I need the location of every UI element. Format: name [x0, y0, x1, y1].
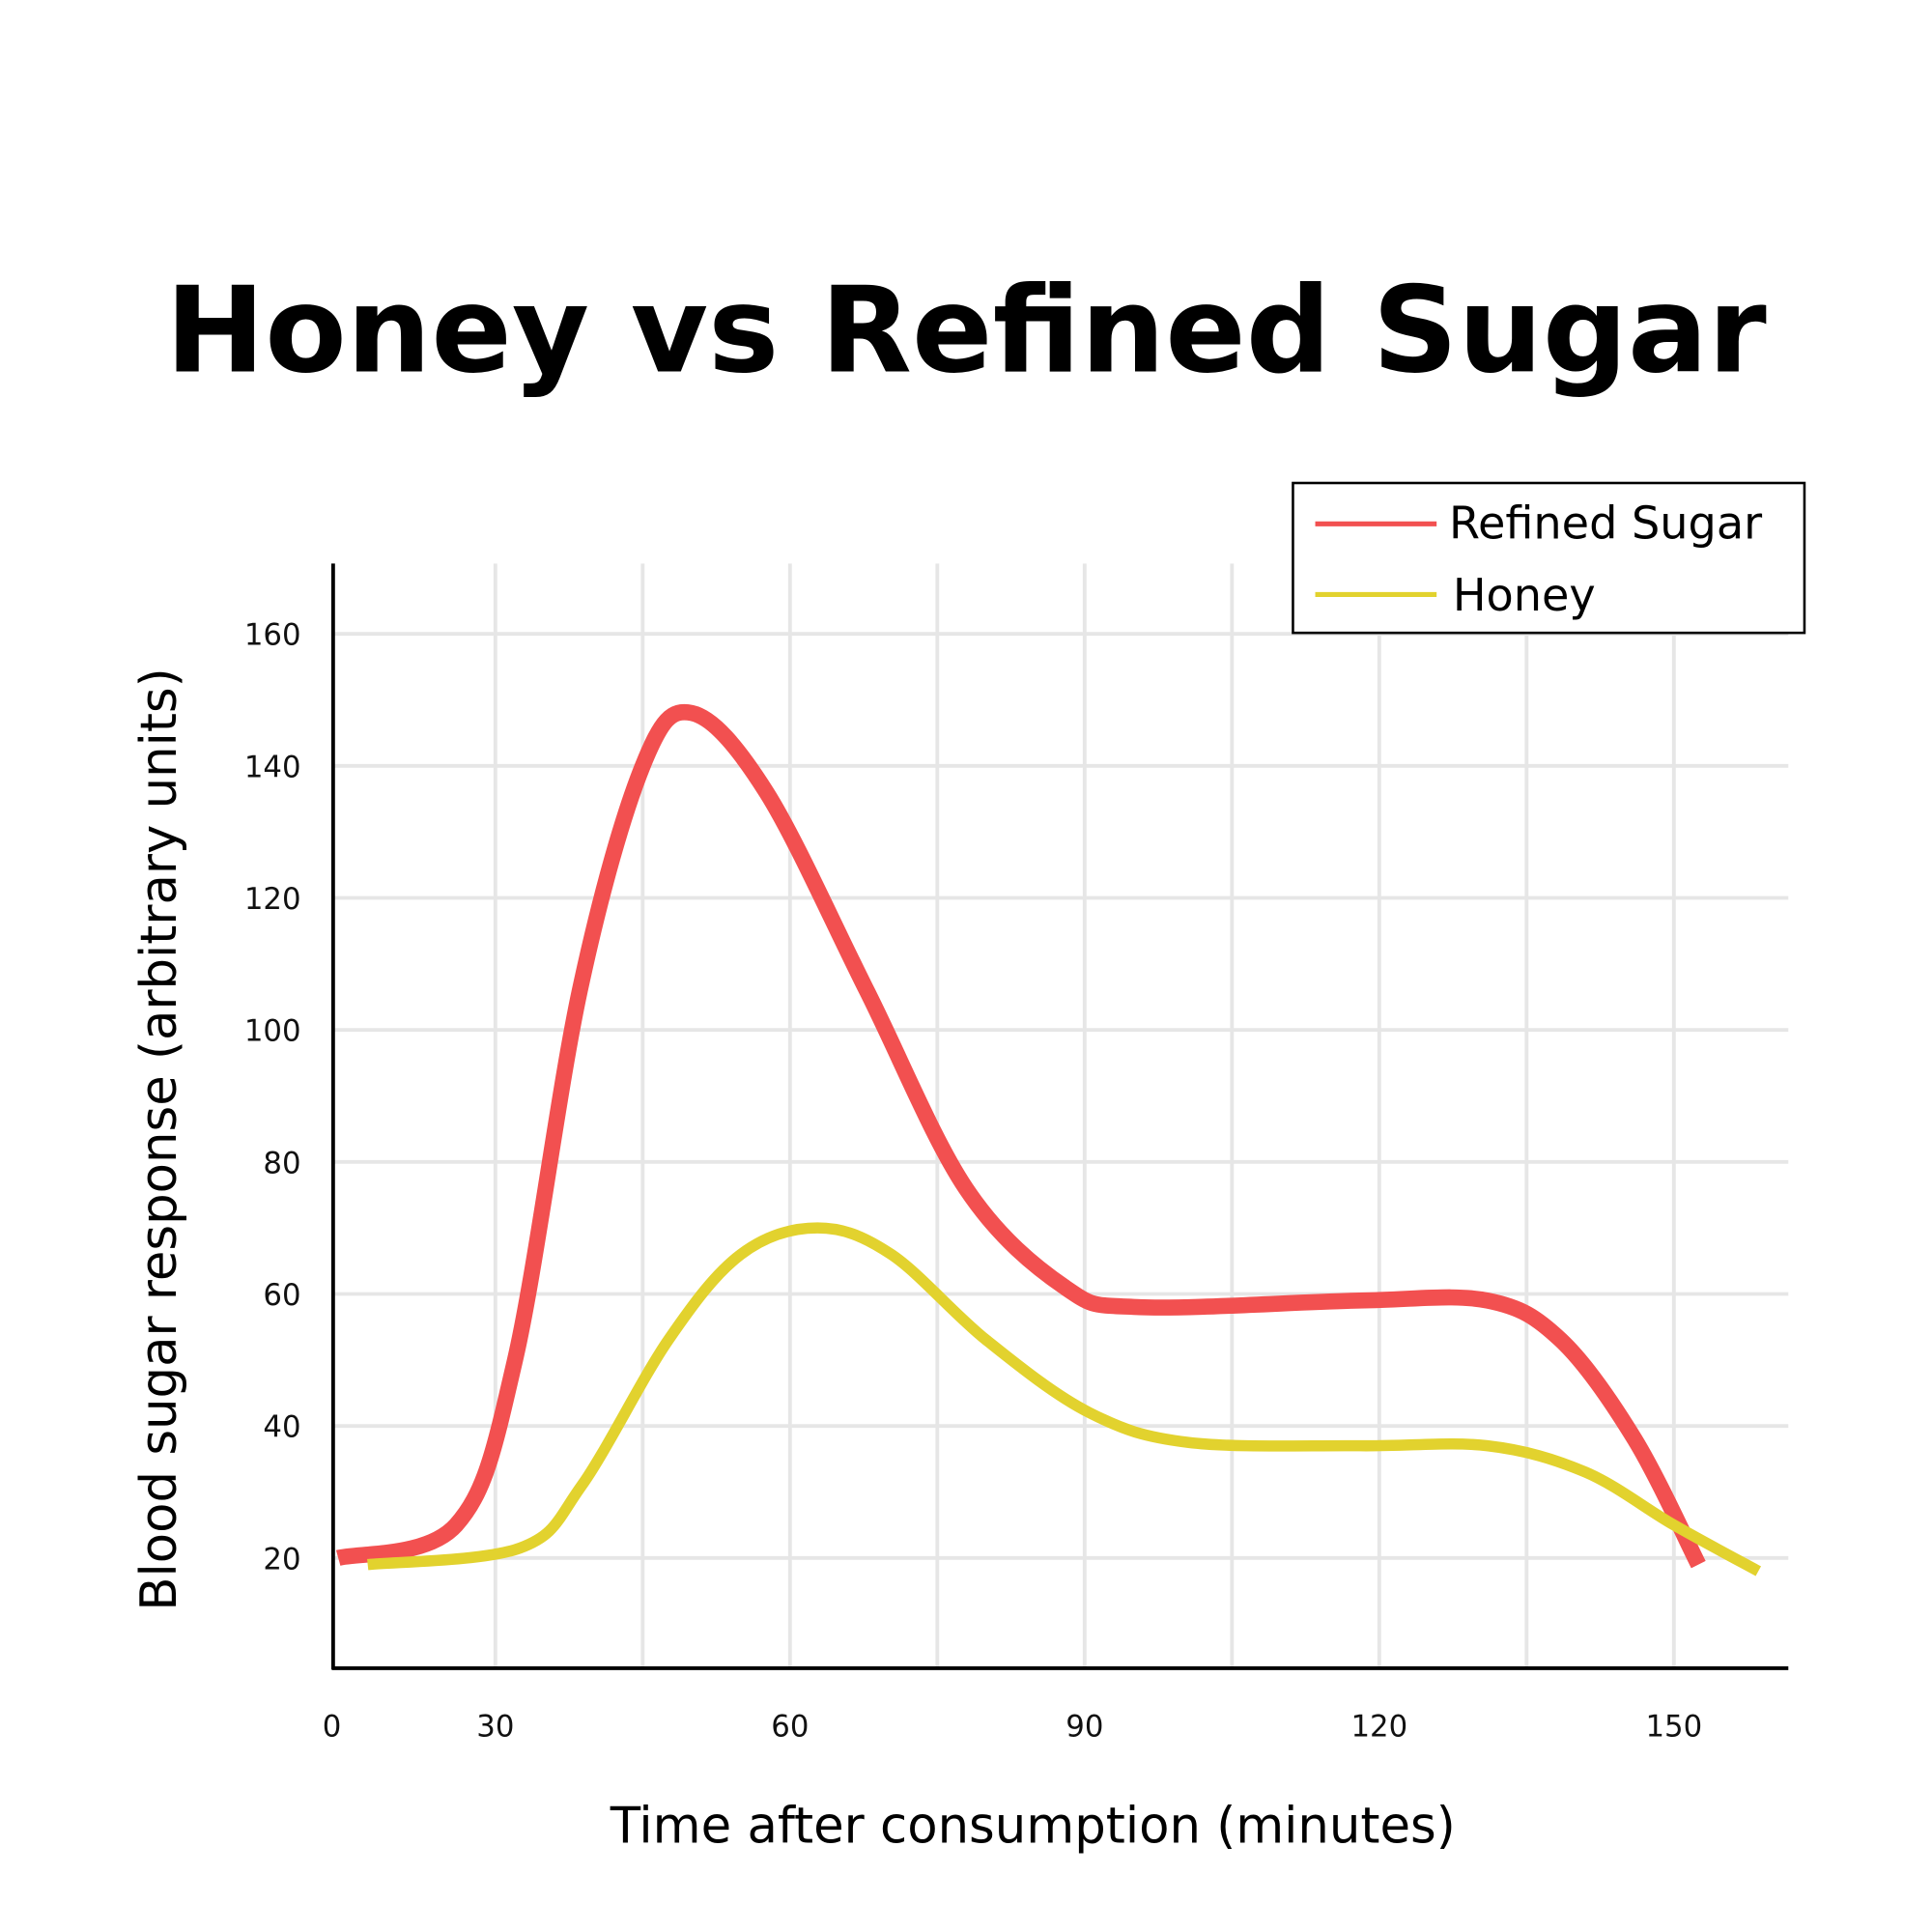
x-tick-label: 90 — [1065, 1709, 1103, 1744]
legend-label-refined-sugar: Refined Sugar — [1449, 497, 1762, 550]
y-axis-label: Blood sugar response (arbitrary units) — [130, 668, 188, 1610]
y-tick-label: 60 — [263, 1278, 300, 1313]
x-tick-label: 0 — [323, 1709, 342, 1744]
y-tick-label: 40 — [263, 1410, 300, 1445]
y-tick-label: 20 — [263, 1542, 300, 1577]
x-tick-label: 30 — [476, 1709, 514, 1744]
legend-box — [1292, 481, 1806, 635]
series-lines — [335, 703, 1762, 1577]
y-tick-label: 140 — [244, 750, 301, 784]
chart-title: Honey vs Refined Sugar — [165, 263, 1767, 401]
y-tick-label: 80 — [263, 1146, 300, 1180]
grid — [334, 563, 1789, 1668]
x-tick-label: 150 — [1645, 1709, 1702, 1744]
series-line-refined-sugar — [335, 703, 1706, 1569]
legend-label-honey: Honey — [1453, 569, 1596, 621]
x-axis-label: Time after consumption (minutes) — [610, 1798, 1456, 1856]
tick-labels: 20 40 60 80 100 120 140 160 0 30 60 90 120 150 — [244, 618, 1702, 1745]
legend: Refined Sugar Honey — [1292, 481, 1806, 635]
series-line-honey — [367, 1222, 1762, 1577]
y-tick-label: 160 — [244, 618, 301, 653]
y-tick-label: 100 — [244, 1014, 301, 1049]
y-tick-label: 120 — [244, 882, 301, 917]
x-tick-label: 60 — [771, 1709, 809, 1744]
x-tick-label: 120 — [1350, 1709, 1407, 1744]
